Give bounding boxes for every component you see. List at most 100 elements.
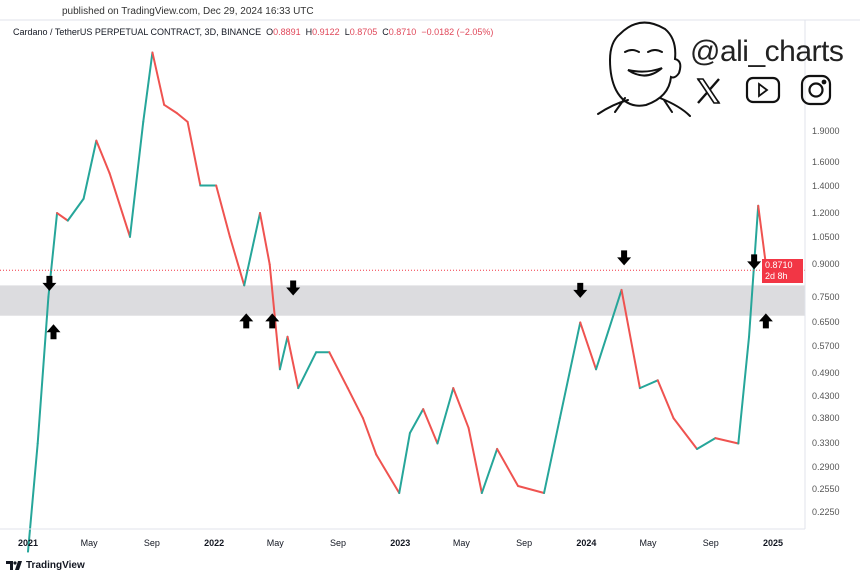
price-segment [108, 172, 131, 238]
x-tick-label: May [80, 538, 98, 548]
x-tick-label: 2021 [17, 538, 39, 548]
symbol-legend: Cardano / TetherUS PERPETUAL CONTRACT, 3… [13, 27, 494, 37]
support-resistance-zone [0, 285, 805, 316]
price-segment [543, 417, 561, 495]
y-tick-label: 0.5700 [812, 340, 840, 351]
price-segment [398, 431, 411, 495]
price-segment [422, 408, 439, 445]
arrow-up-icon [239, 313, 254, 329]
price-segment [467, 426, 483, 495]
price-segment [151, 51, 166, 106]
arrow-down-icon [747, 254, 762, 270]
price-segment [737, 335, 751, 445]
close-value: 0.8710 [388, 27, 417, 37]
price-segment [243, 212, 262, 287]
price-segment [517, 485, 546, 495]
current-price-tag: 0.8710 2d 8h [762, 259, 803, 283]
bar-countdown: 2d 8h [765, 271, 788, 281]
price-segment [186, 120, 202, 187]
price-segment [56, 212, 69, 222]
y-tick-label: 1.9000 [812, 126, 840, 136]
arrow-up-icon [758, 313, 773, 329]
x-tick-label: Sep [516, 538, 533, 548]
price-segment [408, 408, 425, 434]
x-tick-label: May [639, 538, 657, 548]
open-value: 0.8891 [273, 27, 301, 37]
price-segment [496, 447, 520, 488]
x-tick-label: Sep [330, 538, 347, 548]
x-tick-label: Sep [702, 538, 719, 548]
price-segment [748, 204, 760, 338]
y-tick-label: 0.4900 [812, 367, 840, 378]
price-segment [346, 387, 365, 420]
x-tick-label: May [452, 538, 470, 548]
price-segment [95, 139, 111, 175]
arrow-down-icon [573, 282, 588, 298]
price-segment [228, 235, 246, 287]
x-tick-label: 2024 [576, 538, 597, 548]
price-segment [328, 351, 349, 390]
price-segment [638, 379, 659, 390]
price-segment [620, 288, 641, 390]
y-tick-label: 1.0500 [812, 231, 840, 242]
price-segment [579, 321, 598, 371]
price-segment [27, 442, 39, 553]
price-segment [714, 437, 740, 445]
change-value: −0.0182 (−2.05%) [421, 27, 494, 37]
x-tick-label: 2022 [204, 538, 225, 548]
price-segment [595, 288, 623, 371]
price-segment [142, 51, 154, 123]
x-tick-label: Sep [143, 538, 160, 548]
arrow-down-icon [286, 280, 301, 296]
price-segment [215, 184, 231, 238]
x-tick-label: May [266, 538, 284, 548]
price-segment [297, 351, 318, 390]
price-segment [82, 139, 98, 200]
price-segment [696, 437, 717, 450]
y-tick-label: 0.3800 [812, 413, 840, 424]
y-tick-label: 0.9000 [812, 259, 840, 270]
y-tick-label: 1.4000 [812, 180, 840, 191]
price-segment [36, 295, 50, 445]
price-segment [128, 120, 145, 238]
y-tick-label: 0.3300 [812, 438, 840, 449]
author-handle: @ali_charts [690, 35, 844, 68]
tradingview-logo[interactable]: TradingView [6, 560, 85, 571]
current-price: 0.8710 [765, 260, 793, 270]
price-segment [278, 335, 289, 371]
price-segment [757, 204, 767, 266]
price-segment [452, 387, 470, 429]
low-value: 0.8705 [349, 27, 378, 37]
y-tick-label: 0.7500 [812, 291, 840, 302]
symbol-name: Cardano / TetherUS PERPETUAL CONTRACT, 3… [13, 27, 262, 37]
y-tick-label: 1.6000 [812, 156, 840, 167]
arrow-down-icon [617, 250, 632, 266]
tradingview-logo-icon [6, 561, 22, 570]
arrow-up-icon [46, 324, 61, 340]
price-segment [375, 453, 401, 495]
price-segment [175, 112, 189, 123]
arrow-down-icon [42, 275, 57, 291]
price-segment [259, 212, 271, 266]
y-tick-label: 0.4300 [812, 391, 840, 402]
price-segment [656, 379, 675, 420]
price-segment [558, 321, 582, 420]
y-tick-label: 0.6500 [812, 317, 840, 328]
arrow-up-icon [265, 313, 280, 329]
y-tick-label: 0.2250 [812, 506, 840, 517]
price-segment [480, 447, 499, 495]
x-tick-label: 2023 [390, 538, 411, 548]
high-value: 0.9122 [312, 27, 340, 37]
price-segment [672, 417, 699, 450]
y-tick-label: 0.2900 [812, 461, 840, 472]
price-segment [163, 103, 178, 115]
x-tick-label: 2025 [762, 538, 784, 548]
price-segment [436, 387, 455, 445]
price-segment [286, 335, 300, 390]
price-segment [66, 197, 85, 222]
published-note: published on TradingView.com, Dec 29, 20… [62, 6, 314, 17]
y-tick-label: 1.2000 [812, 208, 840, 219]
price-segment [362, 417, 378, 456]
y-tick-label: 0.2550 [812, 484, 840, 495]
